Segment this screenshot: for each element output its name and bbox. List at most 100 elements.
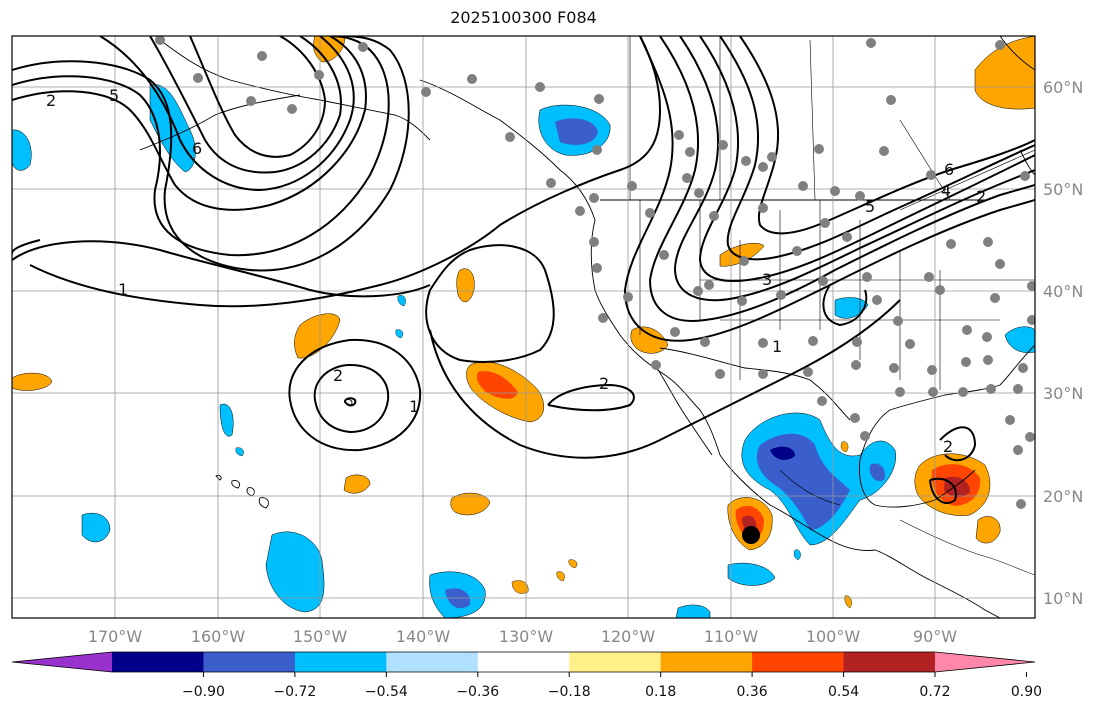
contour-label: 5 xyxy=(865,197,875,216)
colorbar-tick-label: −0.18 xyxy=(548,684,591,700)
lat-label: 40°N xyxy=(1043,282,1083,301)
lon-label: 120°W xyxy=(601,627,656,646)
contour-label: 2 xyxy=(943,437,953,456)
lat-label: 10°N xyxy=(1043,589,1083,608)
colorbar-segment xyxy=(660,652,753,672)
contour-line xyxy=(719,36,1035,261)
colorbar-tick-label: 0.90 xyxy=(1011,684,1042,700)
pos-anomaly-region xyxy=(456,268,475,303)
lat-label: 30°N xyxy=(1043,384,1083,403)
lon-label: 110°W xyxy=(704,627,759,646)
contour-line xyxy=(623,36,1035,342)
neg-anomaly-region xyxy=(81,512,111,543)
contour-line xyxy=(12,36,410,272)
colorbar-tick-label: −0.72 xyxy=(273,684,316,700)
latitude-labels: 60°N 50°N 40°N 30°N 20°N 10°N xyxy=(1043,78,1083,608)
pos-anomaly-region xyxy=(343,474,371,494)
colorbar-segment xyxy=(477,652,570,672)
colorbar-segment xyxy=(843,652,936,672)
map-border xyxy=(11,35,1036,619)
pos-anomaly-region xyxy=(974,36,1035,110)
colorbar-segment xyxy=(294,652,387,672)
lon-label: 150°W xyxy=(293,627,348,646)
contour-line xyxy=(288,338,422,452)
longitude-labels: 170°W 160°W 150°W 140°W 130°W 120°W 110°… xyxy=(88,627,957,646)
lon-label: 100°W xyxy=(806,627,861,646)
contour-line xyxy=(698,36,1035,282)
colorbar-ticks: −0.90 −0.72 −0.54 −0.36 −0.18 0.18 0.36 0.54 0.7… xyxy=(182,672,1042,700)
pos-anomaly-region xyxy=(12,372,53,391)
colorbar-segment xyxy=(752,652,845,672)
neg-anomaly-region xyxy=(12,129,32,171)
lon-label: 160°W xyxy=(191,627,246,646)
contour-label: 2 xyxy=(333,366,343,385)
contour-line xyxy=(648,36,1035,322)
coastlines-and-borders xyxy=(139,36,1035,618)
colorbar-extension-low xyxy=(12,652,112,672)
lat-label: 60°N xyxy=(1043,78,1083,97)
graticule xyxy=(12,36,1035,618)
contour-labels: 2 5 6 1 2 1 2 3 1 6 4 2 5 2 xyxy=(46,86,986,456)
us-mexico-border xyxy=(659,347,851,421)
contour-label: 3 xyxy=(762,270,772,289)
colorbar-tick-label: −0.36 xyxy=(456,684,499,700)
neg-anomaly-region xyxy=(149,84,196,173)
contour-line xyxy=(939,426,977,462)
contour-line xyxy=(12,239,41,255)
pos-anomaly-region xyxy=(450,492,491,516)
contour-label: 1 xyxy=(118,280,128,299)
lat-label: 20°N xyxy=(1043,487,1083,506)
contour-label: 1 xyxy=(409,397,419,416)
alaska-coastline xyxy=(139,39,431,151)
lon-label: 130°W xyxy=(499,627,554,646)
station-markers xyxy=(155,36,1035,509)
colorbar-tick-label: 0.18 xyxy=(645,684,676,700)
contour-line xyxy=(739,36,1035,235)
colorbar-segment xyxy=(569,652,662,672)
contour-line xyxy=(29,36,662,308)
colorbar-tick-label: −0.54 xyxy=(365,684,408,700)
contour-line xyxy=(673,36,1035,302)
neg-anomaly-region xyxy=(219,403,234,437)
colorbar xyxy=(11,651,1036,673)
north-america-coastline xyxy=(419,79,1001,618)
hudson-coast xyxy=(999,36,1035,176)
lon-label: 170°W xyxy=(88,627,143,646)
contour-label: 1 xyxy=(772,337,782,356)
contour-label: 6 xyxy=(944,160,954,179)
neg-anomaly-region xyxy=(675,604,711,618)
contour-label: 2 xyxy=(976,187,986,206)
pos-anomaly-region xyxy=(975,516,1001,544)
contour-label: 5 xyxy=(109,86,119,105)
lat-label: 50°N xyxy=(1043,180,1083,199)
neg-anomaly-region xyxy=(727,562,776,586)
gulf-coastline xyxy=(859,344,1035,508)
contour-label: 2 xyxy=(46,91,56,110)
neg-anomaly-region xyxy=(1004,326,1035,353)
contour-line xyxy=(343,397,357,407)
colorbar-extension-high xyxy=(935,652,1035,672)
contour-line xyxy=(547,383,635,412)
contour-label: 2 xyxy=(599,374,609,393)
map-title: 2025100300 F084 xyxy=(450,8,597,27)
colorbar-tick-label: 0.72 xyxy=(919,684,950,700)
contour-line xyxy=(929,477,957,505)
mexico-interior xyxy=(779,469,1035,576)
colorbar-segment xyxy=(112,652,204,672)
baja-california xyxy=(654,364,713,456)
contour-line xyxy=(12,240,431,298)
lon-label: 140°W xyxy=(396,627,451,646)
contour-line xyxy=(429,299,901,459)
canada-provinces xyxy=(629,36,951,201)
contour-line xyxy=(822,284,868,327)
contour-line xyxy=(12,36,367,211)
colorbar-tick-label: 0.54 xyxy=(828,684,859,700)
contour-line xyxy=(425,244,555,363)
contour-line xyxy=(313,363,390,434)
contour-line xyxy=(12,36,390,257)
storm-center-marker xyxy=(742,526,760,544)
colorbar-segment xyxy=(203,652,296,672)
lon-label: 90°W xyxy=(913,627,957,646)
contour-line xyxy=(149,36,342,174)
